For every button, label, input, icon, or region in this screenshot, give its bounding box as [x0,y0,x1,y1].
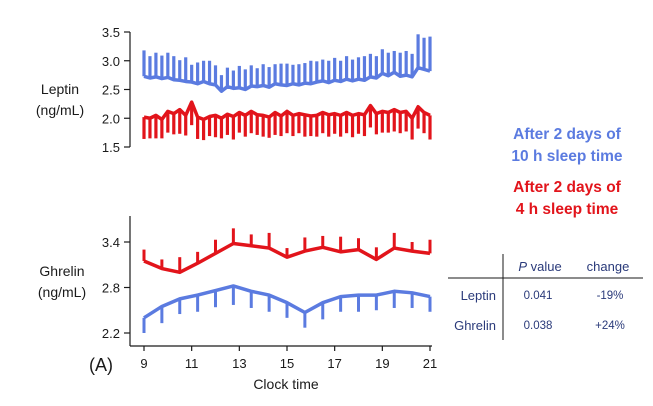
ghrelin-x-label: Clock time [253,376,319,392]
ghrelin-y-label-line1: Ghrelin [39,263,84,279]
ghrelin-y-label-line2: (ng/mL) [38,284,86,300]
stats-row-label-leptin: Leptin [461,288,496,303]
stats-table: P value change Leptin 0.041 -19% Ghrelin… [448,254,643,340]
leptin-y-tick-label: 3.0 [102,54,120,69]
ghrelin-4h-series-line [143,241,431,275]
ghrelin-x-tick-label: 9 [140,356,147,371]
legend: After 2 days of 10 h sleep time After 2 … [511,126,623,218]
ghrelin-x-tick-label: 21 [423,356,437,371]
leptin-y-label-line1: Leptin [41,81,79,97]
leptin-10h-series-line [143,65,431,93]
ghrelin-x-tick-label: 19 [375,356,389,371]
leptin-y-axis: 3.5 3.0 2.5 2.0 1.5 [102,25,131,155]
leptin-y-tick-label: 3.5 [102,25,120,40]
legend-10h-line1: After 2 days of [513,126,622,143]
ghrelin-x-tick-label: 17 [327,356,341,371]
ghrelin-x-tick-label: 11 [185,356,199,371]
legend-4h-line2: 4 h sleep time [516,201,619,218]
stats-row-change-ghrelin: +24% [595,320,625,332]
stats-header-value: value [527,259,562,274]
leptin-4h-series-line [143,100,431,122]
ghrelin-plot-area [142,228,432,333]
ghrelin-y-axis: 3.4 2.8 2.2 [102,216,131,346]
figure-panel-label: (A) [89,355,113,375]
stats-header-p: P [518,259,527,274]
ghrelin-x-tick-label: 15 [280,356,294,371]
legend-10h-line2: 10 h sleep time [511,148,623,165]
ghrelin-y-tick-label: 3.4 [102,235,120,250]
leptin-plot-area [142,34,432,141]
legend-4h-line1: After 2 days of [513,179,622,196]
ghrelin-10h-series-line [143,284,431,320]
stats-row-p-ghrelin: 0.038 [524,320,553,332]
stats-row-p-leptin: 0.041 [524,290,553,302]
ghrelin-y-tick-label: 2.8 [102,281,120,296]
ghrelin-y-tick-label: 2.2 [102,326,120,341]
ghrelin-panel: 3.42.82.2 9 11 13 15 17 19 21 Ghrelin (ng/mL) … [38,216,437,392]
leptin-y-tick-label: 1.5 [102,140,120,155]
stats-header-p-value: P value [518,259,561,274]
leptin-y-tick-label: 2.5 [102,83,120,98]
stats-row-change-leptin: -19% [597,290,624,302]
stats-row-label-ghrelin: Ghrelin [454,318,496,333]
ghrelin-x-axis: 9 11 13 15 17 19 21 [130,345,437,371]
leptin-y-label-line2: (ng/mL) [36,102,84,118]
ghrelin-x-tick-label: 13 [232,356,246,371]
stats-header-change: change [587,259,630,274]
leptin-y-tick-label: 2.0 [102,111,120,126]
leptin-panel: 3.5 3.0 2.5 2.0 1.5 Leptin (ng/mL) [36,25,432,155]
